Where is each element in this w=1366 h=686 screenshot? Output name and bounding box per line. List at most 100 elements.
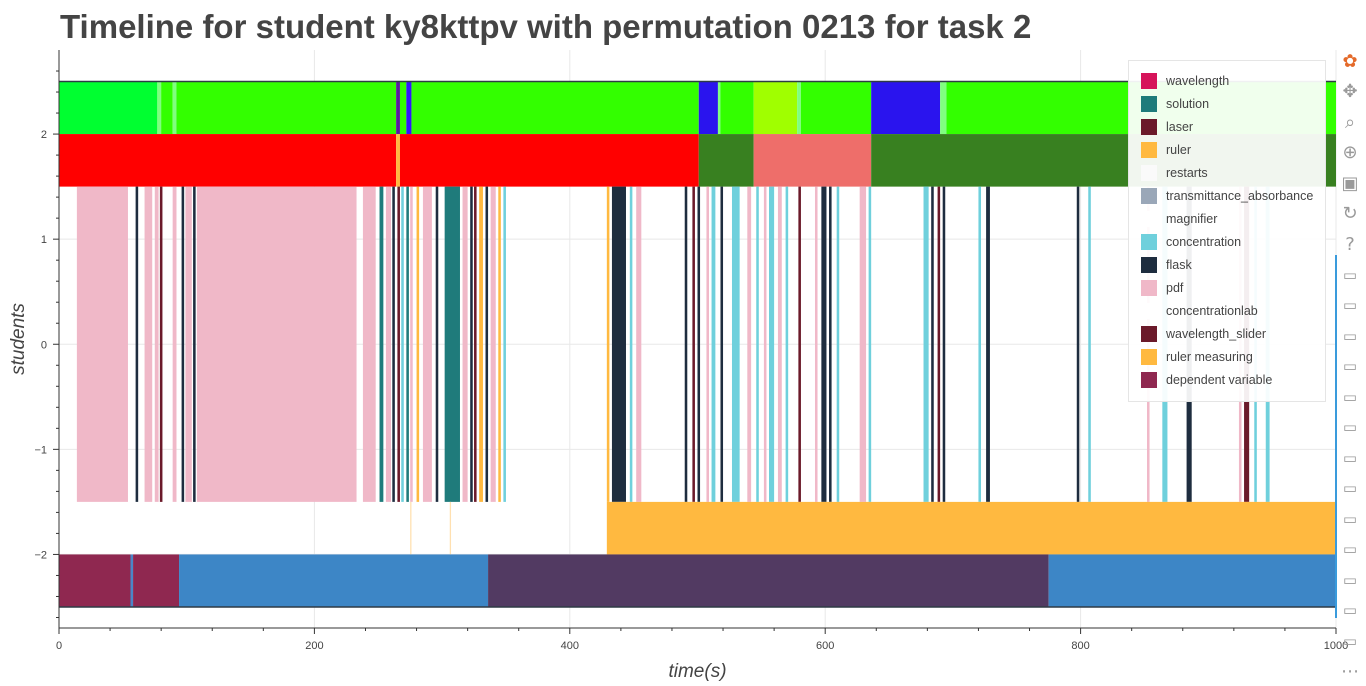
- timeline-segment[interactable]: [144, 186, 153, 502]
- timeline-segment[interactable]: [196, 186, 357, 502]
- timeline-segment[interactable]: [836, 186, 840, 502]
- timeline-segment[interactable]: [800, 81, 872, 135]
- timeline-segment[interactable]: [135, 186, 139, 502]
- legend-item[interactable]: concentration: [1141, 233, 1241, 251]
- legend-item[interactable]: pdf: [1141, 279, 1183, 297]
- legend-item[interactable]: flask: [1141, 256, 1192, 274]
- timeline-segment[interactable]: [159, 186, 163, 502]
- timeline-segment[interactable]: [711, 186, 716, 502]
- timeline-segment[interactable]: [498, 186, 501, 502]
- timeline-segment[interactable]: [416, 186, 420, 502]
- timeline-segment[interactable]: [411, 81, 699, 135]
- timeline-segment[interactable]: [797, 81, 801, 135]
- timeline-segment[interactable]: [59, 554, 131, 607]
- hover-icon[interactable]: ▭: [1342, 570, 1358, 589]
- timeline-segment[interactable]: [172, 186, 177, 502]
- timeline-segment[interactable]: [406, 81, 412, 135]
- legend-item[interactable]: magnifier: [1141, 210, 1217, 228]
- timeline-segment[interactable]: [59, 81, 158, 135]
- timeline-segment[interactable]: [474, 186, 477, 502]
- more-icon[interactable]: ⋯: [1341, 660, 1359, 682]
- timeline-segment[interactable]: [731, 186, 740, 502]
- timeline-segment[interactable]: [399, 81, 407, 135]
- timeline-segment[interactable]: [130, 554, 134, 607]
- help-icon[interactable]: ?: [1345, 233, 1355, 255]
- legend-item[interactable]: laser: [1141, 118, 1193, 136]
- timeline-segment[interactable]: [753, 134, 872, 187]
- timeline-segment[interactable]: [868, 186, 872, 502]
- timeline-segment[interactable]: [1088, 186, 1091, 502]
- hover-icon[interactable]: ▭: [1342, 418, 1358, 436]
- timeline-segment[interactable]: [176, 81, 397, 135]
- hover-icon[interactable]: ▭: [1342, 631, 1358, 650]
- timeline-segment[interactable]: [871, 81, 941, 135]
- timeline-segment[interactable]: [133, 554, 180, 607]
- timeline-segment[interactable]: [479, 186, 483, 502]
- timeline-segment[interactable]: [397, 186, 400, 502]
- legend-item[interactable]: wavelength: [1141, 72, 1229, 90]
- wheel-zoom-icon[interactable]: ⊕: [1342, 142, 1358, 163]
- hover-icon[interactable]: ▭: [1342, 601, 1358, 619]
- timeline-segment[interactable]: [1076, 186, 1080, 502]
- timeline-segment[interactable]: [385, 186, 392, 502]
- timeline-segment[interactable]: [636, 186, 642, 502]
- timeline-segment[interactable]: [937, 186, 941, 502]
- legend-item[interactable]: dependent variable: [1141, 371, 1272, 389]
- timeline-segment[interactable]: [720, 81, 754, 135]
- timeline-segment[interactable]: [986, 186, 990, 502]
- timeline-segment[interactable]: [940, 81, 947, 135]
- hover-icon[interactable]: ▭: [1342, 448, 1358, 467]
- timeline-segment[interactable]: [181, 186, 185, 502]
- timeline-segment[interactable]: [698, 134, 754, 187]
- timeline-segment[interactable]: [978, 186, 981, 502]
- timeline-segment[interactable]: [753, 81, 798, 135]
- timeline-segment[interactable]: [717, 81, 721, 135]
- timeline-segment[interactable]: [59, 134, 397, 187]
- timeline-segment[interactable]: [396, 81, 400, 135]
- timeline-segment[interactable]: [785, 186, 789, 502]
- timeline-segment[interactable]: [185, 186, 192, 502]
- timeline-segment[interactable]: [157, 81, 162, 135]
- legend-item[interactable]: ruler: [1141, 141, 1191, 159]
- timeline-segment[interactable]: [684, 186, 688, 502]
- timeline-segment[interactable]: [798, 186, 801, 502]
- timeline-segment[interactable]: [396, 134, 400, 187]
- timeline-segment[interactable]: [179, 554, 489, 607]
- timeline-segment[interactable]: [629, 186, 633, 502]
- timeline-segment[interactable]: [931, 186, 934, 502]
- pan-icon[interactable]: ✥: [1342, 81, 1358, 102]
- timeline-segment[interactable]: [392, 186, 395, 502]
- timeline-segment[interactable]: [76, 186, 128, 502]
- legend-item[interactable]: transmittance_absorbance: [1141, 187, 1313, 205]
- timeline-segment[interactable]: [422, 186, 432, 502]
- legend-item[interactable]: solution: [1141, 95, 1209, 113]
- timeline-segment[interactable]: [692, 186, 695, 502]
- hover-icon[interactable]: ▭: [1342, 326, 1358, 345]
- timeline-segment[interactable]: [449, 501, 452, 555]
- timeline-segment[interactable]: [814, 186, 818, 502]
- timeline-segment[interactable]: [154, 186, 159, 502]
- timeline-segment[interactable]: [379, 186, 384, 502]
- hover-icon[interactable]: ▭: [1342, 479, 1358, 497]
- timeline-segment[interactable]: [756, 186, 759, 502]
- timeline-segment[interactable]: [606, 186, 610, 502]
- timeline-segment[interactable]: [161, 81, 173, 135]
- timeline-segment[interactable]: [697, 186, 701, 502]
- hover-icon[interactable]: ▭: [1342, 296, 1358, 314]
- timeline-segment[interactable]: [942, 186, 946, 502]
- box-zoom-icon[interactable]: ⌕: [1344, 111, 1356, 133]
- timeline-segment[interactable]: [362, 186, 376, 502]
- timeline-segment[interactable]: [829, 186, 832, 502]
- timeline-segment[interactable]: [399, 134, 699, 187]
- timeline-segment[interactable]: [193, 186, 196, 502]
- hover-icon[interactable]: ▭: [1342, 540, 1358, 558]
- timeline-segment[interactable]: [698, 81, 718, 135]
- timeline-segment[interactable]: [763, 186, 767, 502]
- timeline-segment[interactable]: [611, 186, 626, 502]
- timeline-segment[interactable]: [444, 186, 460, 502]
- timeline-segment[interactable]: [435, 186, 439, 502]
- timeline-segment[interactable]: [821, 186, 827, 502]
- timeline-segment[interactable]: [747, 186, 752, 502]
- legend-item[interactable]: restarts: [1141, 164, 1208, 182]
